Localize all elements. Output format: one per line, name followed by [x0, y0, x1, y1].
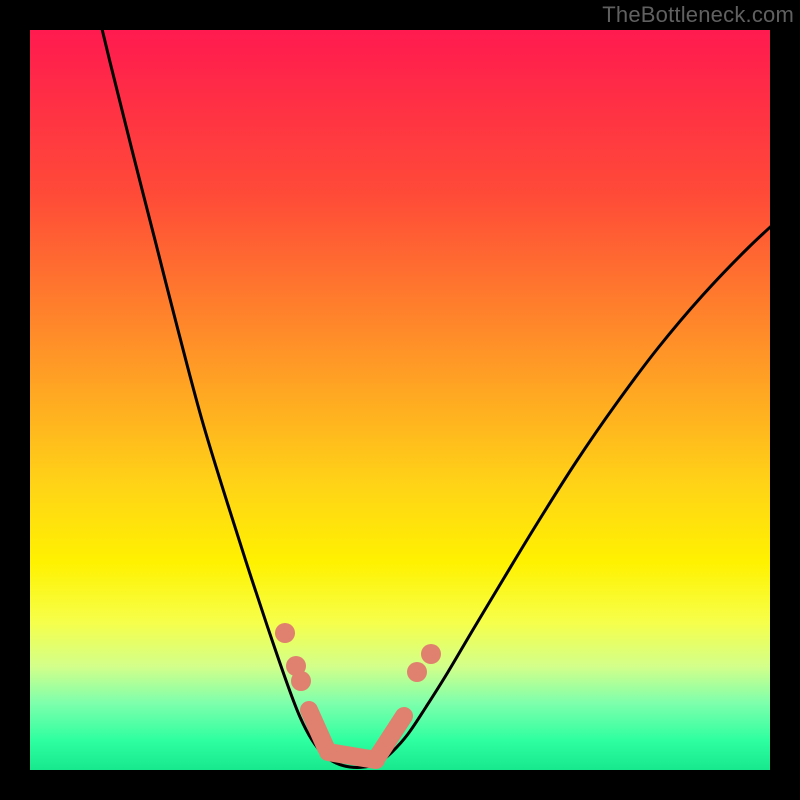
marker-dot [421, 644, 441, 664]
chart-svg [0, 0, 800, 800]
plot-background [30, 30, 770, 770]
marker-dot [275, 623, 295, 643]
marker-dot [407, 662, 427, 682]
chart-stage: TheBottleneck.com [0, 0, 800, 800]
watermark-text: TheBottleneck.com [602, 0, 794, 30]
marker-dot [291, 671, 311, 691]
